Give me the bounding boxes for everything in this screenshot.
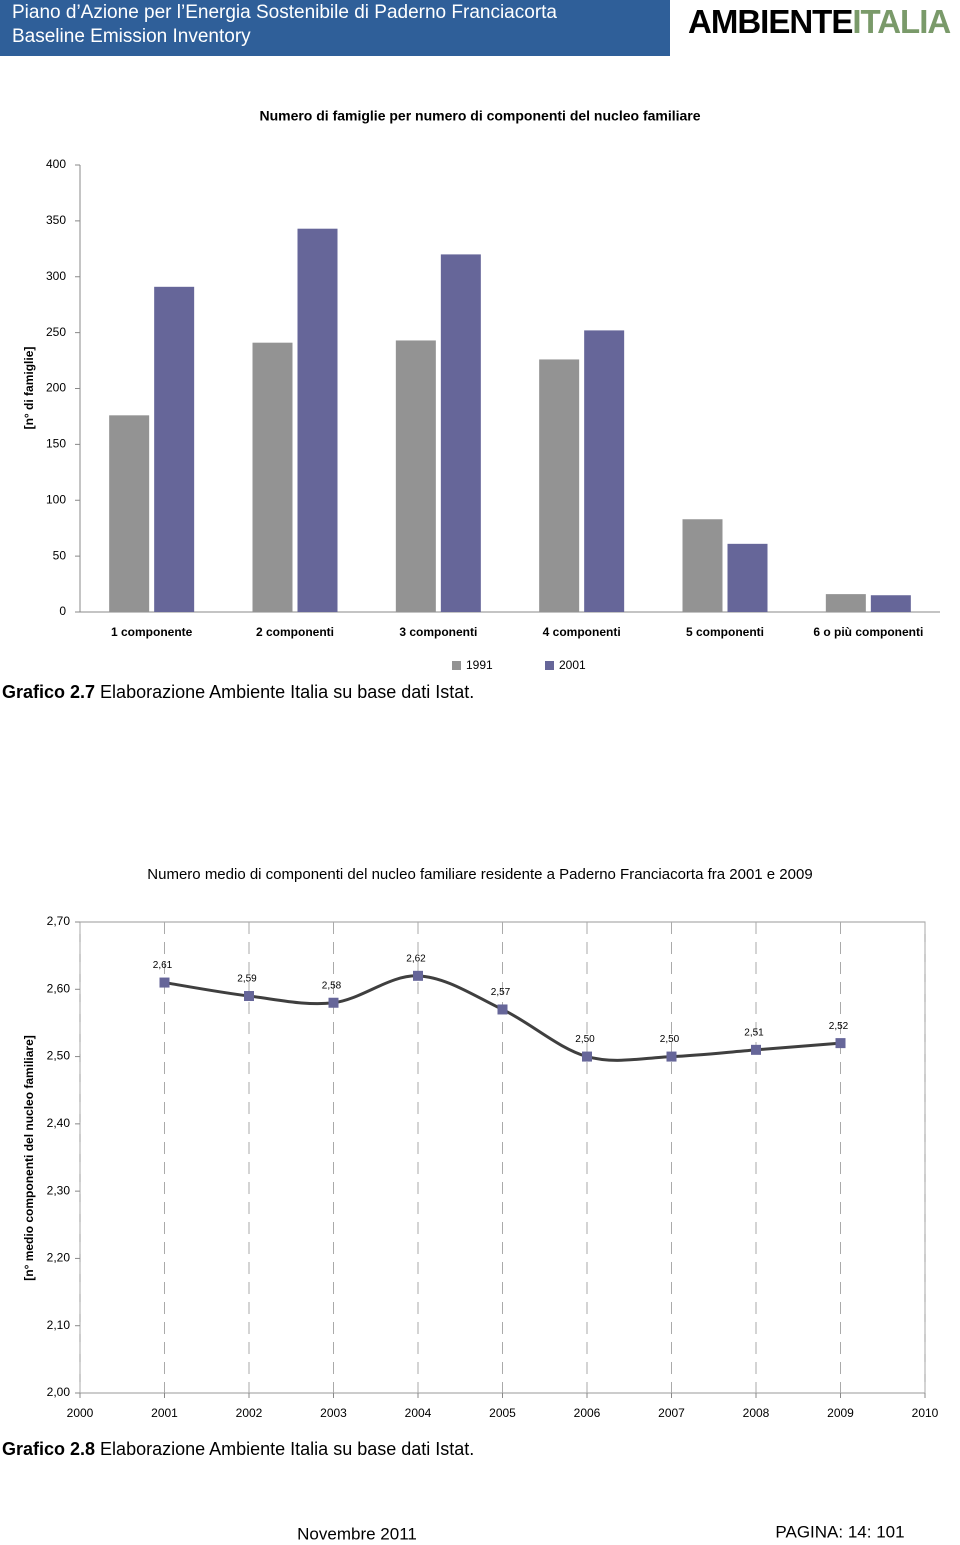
y-tick-label: 150 xyxy=(46,437,66,451)
bar xyxy=(870,595,911,612)
bar xyxy=(297,228,338,612)
x-tick-label: 6 o più componenti xyxy=(813,625,923,639)
y-tick-label: 2,30 xyxy=(47,1183,71,1197)
caption-label: Grafico 2.8 xyxy=(2,1439,95,1459)
y-tick-label: 2,50 xyxy=(47,1049,71,1063)
y-axis-label: [n° di famiglie] xyxy=(22,347,36,430)
x-tick-label: 2009 xyxy=(827,1406,854,1420)
y-tick-label: 300 xyxy=(46,269,66,283)
header-title: Piano d’Azione per l’Energia Sostenibile… xyxy=(12,2,557,23)
marker xyxy=(835,1038,846,1049)
marker xyxy=(328,997,339,1008)
x-tick-label: 2010 xyxy=(912,1406,939,1420)
y-tick-label: 350 xyxy=(46,213,66,227)
footer-date: Novembre 2011 xyxy=(297,1524,417,1543)
y-tick-label: 100 xyxy=(46,492,66,506)
x-tick-label: 2008 xyxy=(743,1406,770,1420)
x-tick-label: 2003 xyxy=(320,1406,347,1420)
data-label: 2,57 xyxy=(491,987,511,998)
logo: AMBIENTEITALIA xyxy=(688,3,950,40)
data-label: 2,62 xyxy=(406,953,426,964)
marker xyxy=(666,1051,677,1062)
bar xyxy=(395,340,436,612)
chart-title: Numero di famiglie per numero di compone… xyxy=(259,108,700,124)
x-tick-label: 2004 xyxy=(405,1406,432,1420)
header-band xyxy=(0,0,670,56)
y-tick-label: 0 xyxy=(59,604,66,618)
bar xyxy=(539,359,580,612)
x-tick-label: 2005 xyxy=(489,1406,516,1420)
y-tick-label: 2,10 xyxy=(47,1318,71,1332)
x-tick-label: 2000 xyxy=(67,1406,94,1420)
legend-label: 1991 xyxy=(466,658,493,672)
caption: Grafico 2.7 Elaborazione Ambiente Italia… xyxy=(2,682,474,702)
bar xyxy=(682,519,723,612)
data-label: 2,50 xyxy=(575,1034,595,1045)
data-label: 2,51 xyxy=(744,1027,764,1038)
data-label: 2,50 xyxy=(660,1034,680,1045)
marker xyxy=(244,991,254,1002)
bar xyxy=(825,594,866,612)
x-tick-label: 2002 xyxy=(236,1406,263,1420)
logo-left: AMBIENTE xyxy=(688,3,852,40)
bar xyxy=(109,415,150,612)
y-tick-label: 50 xyxy=(53,548,67,562)
bar xyxy=(252,342,293,612)
caption-text: Elaborazione Ambiente Italia su base dat… xyxy=(95,1439,474,1459)
x-tick-label: 4 componenti xyxy=(543,625,621,639)
caption-label: Grafico 2.7 xyxy=(2,682,95,702)
bar xyxy=(727,543,768,612)
logo-right: ITALIA xyxy=(852,3,950,40)
y-tick-label: 2,20 xyxy=(47,1251,71,1265)
y-tick-label: 250 xyxy=(46,325,66,339)
x-tick-label: 2 componenti xyxy=(256,625,334,639)
marker xyxy=(413,970,423,981)
y-tick-label: 400 xyxy=(46,157,66,171)
x-tick-label: 2001 xyxy=(151,1406,178,1420)
data-label: 2,61 xyxy=(153,960,173,971)
marker xyxy=(751,1044,761,1055)
header-subtitle: Baseline Emission Inventory xyxy=(12,26,251,47)
legend-swatch xyxy=(545,661,554,670)
bar xyxy=(584,330,625,612)
chart-title: Numero medio di componenti del nucleo fa… xyxy=(147,866,812,883)
bar xyxy=(440,254,481,612)
y-tick-label: 2,60 xyxy=(47,981,71,995)
data-label: 2,52 xyxy=(829,1021,849,1032)
marker xyxy=(497,1004,508,1015)
data-label: 2,58 xyxy=(322,980,342,991)
x-tick-label: 1 componente xyxy=(111,625,193,639)
footer-page: PAGINA: 14: 101 xyxy=(775,1522,904,1541)
x-tick-label: 3 componenti xyxy=(399,625,477,639)
y-tick-label: 2,40 xyxy=(47,1116,71,1130)
legend-label: 2001 xyxy=(559,658,586,672)
caption: Grafico 2.8 Elaborazione Ambiente Italia… xyxy=(2,1439,474,1459)
y-axis-label: [n° medio componenti del nucleo familiar… xyxy=(22,1035,36,1281)
caption-text: Elaborazione Ambiente Italia su base dat… xyxy=(95,682,474,702)
legend-swatch xyxy=(452,661,461,670)
y-tick-label: 2,70 xyxy=(47,914,71,928)
x-tick-label: 2007 xyxy=(658,1406,685,1420)
y-tick-label: 2,00 xyxy=(47,1385,71,1399)
marker xyxy=(159,977,170,988)
bar xyxy=(154,286,195,612)
x-tick-label: 5 componenti xyxy=(686,625,764,639)
marker xyxy=(582,1051,592,1062)
y-tick-label: 200 xyxy=(46,381,66,395)
x-tick-label: 2006 xyxy=(574,1406,601,1420)
data-label: 2,59 xyxy=(237,974,257,985)
